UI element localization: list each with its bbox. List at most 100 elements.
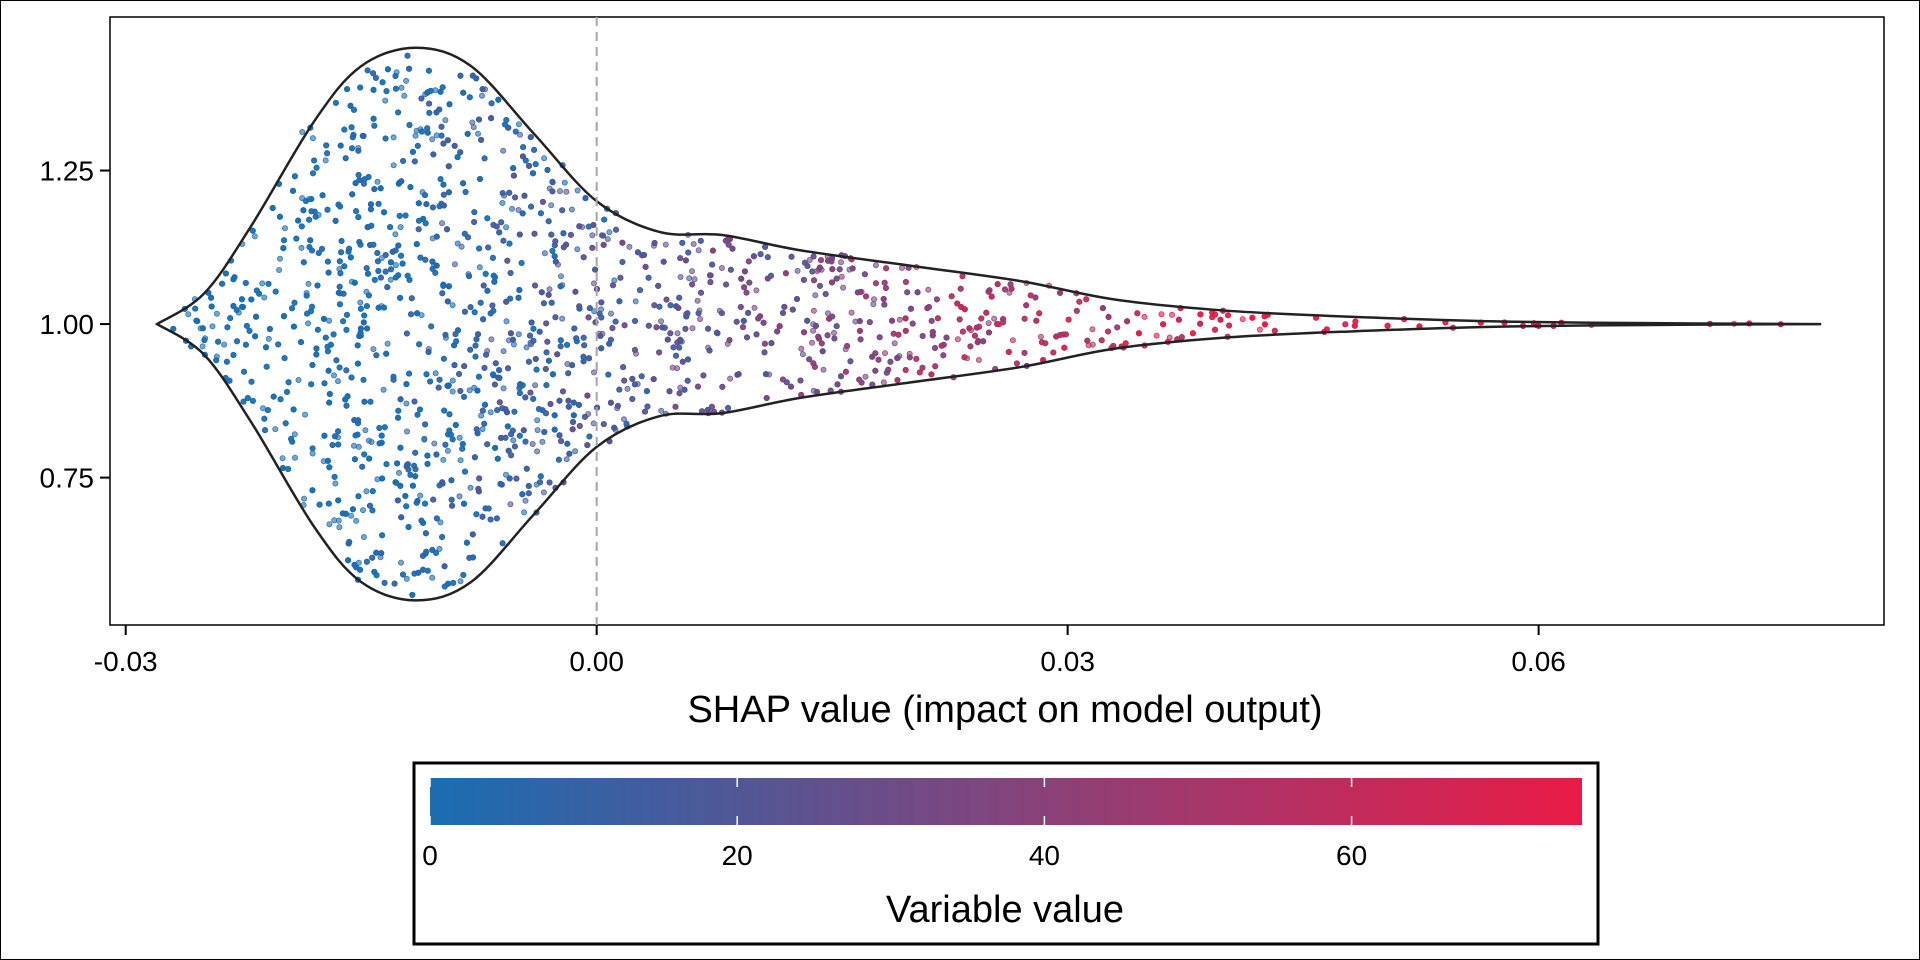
data-point [449, 502, 456, 509]
data-point [303, 292, 310, 299]
data-point [401, 92, 408, 99]
data-point [398, 84, 405, 91]
data-point [259, 280, 266, 287]
data-point [689, 281, 696, 288]
data-point [569, 426, 576, 433]
data-point [1089, 326, 1096, 333]
data-point [895, 331, 902, 338]
data-point [326, 464, 333, 471]
data-point [520, 144, 527, 151]
data-point [361, 451, 368, 458]
data-point [677, 338, 684, 345]
x-tick-label: -0.03 [94, 646, 158, 677]
data-point [482, 505, 489, 512]
data-point [311, 157, 318, 164]
data-point [1212, 311, 1219, 318]
data-point [1037, 333, 1044, 340]
data-point [394, 414, 401, 421]
data-point [548, 299, 555, 306]
data-point [472, 353, 479, 360]
data-point [495, 96, 502, 103]
data-point [242, 279, 249, 286]
data-point [335, 428, 342, 435]
data-point [335, 201, 342, 208]
data-point [788, 253, 795, 260]
data-point [457, 72, 464, 79]
data-point [415, 569, 422, 576]
data-point [797, 377, 804, 384]
data-point [572, 288, 579, 295]
data-point [532, 355, 539, 362]
data-point [397, 224, 404, 231]
data-point [522, 438, 529, 445]
data-point [433, 262, 440, 269]
data-point [363, 303, 370, 310]
data-point [1124, 318, 1131, 325]
data-point [503, 318, 510, 325]
data-point [399, 571, 406, 578]
data-point [411, 158, 418, 165]
data-point [394, 497, 401, 504]
data-point [371, 276, 378, 283]
data-point [894, 377, 901, 384]
data-point [362, 427, 369, 434]
data-point [503, 224, 510, 231]
data-point [546, 479, 553, 486]
data-point [727, 375, 734, 382]
data-point [261, 427, 268, 434]
data-point [460, 89, 467, 96]
data-point [552, 258, 559, 265]
data-point [576, 422, 583, 429]
data-point [506, 189, 513, 196]
data-point [763, 394, 770, 401]
data-point [438, 220, 445, 227]
data-point [581, 413, 588, 420]
data-point [264, 407, 271, 414]
data-point [685, 356, 692, 363]
data-point [265, 335, 272, 342]
data-point [522, 157, 529, 164]
data-point [474, 331, 481, 338]
data-point [342, 155, 349, 162]
data-point [932, 344, 939, 351]
data-point [642, 408, 649, 415]
data-point [545, 218, 552, 225]
data-point [485, 244, 492, 251]
data-point [493, 515, 500, 522]
data-point [530, 170, 537, 177]
data-point [369, 488, 376, 495]
data-point [933, 296, 940, 303]
data-point [621, 377, 628, 384]
data-point [986, 329, 993, 336]
data-point [543, 349, 550, 356]
data-point [824, 332, 831, 339]
data-point [539, 438, 546, 445]
data-point [322, 334, 329, 341]
data-point [586, 433, 593, 440]
data-point [1023, 302, 1030, 309]
data-point [531, 146, 538, 153]
data-point [601, 216, 608, 223]
data-point [973, 324, 980, 331]
data-point [549, 178, 556, 185]
data-point [1032, 294, 1039, 301]
data-point [838, 373, 845, 380]
data-point [523, 465, 530, 472]
data-point [518, 259, 525, 266]
data-point [517, 381, 524, 388]
data-point [1013, 360, 1020, 367]
data-point [789, 306, 796, 313]
data-point [418, 128, 425, 135]
data-point [442, 117, 449, 124]
data-point [347, 254, 354, 261]
data-point [334, 378, 341, 385]
data-point [341, 126, 348, 133]
data-point [528, 203, 535, 210]
data-point [456, 370, 463, 377]
data-point [1197, 311, 1204, 318]
data-point [336, 283, 343, 290]
data-point [574, 246, 581, 253]
data-point [1062, 331, 1069, 338]
data-point [1038, 339, 1045, 346]
data-point [343, 326, 350, 333]
